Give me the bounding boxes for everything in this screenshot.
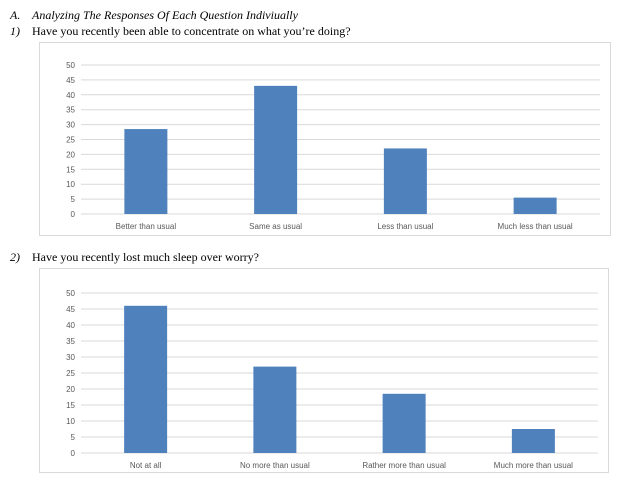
chart-2-y-tick-label: 10 <box>66 417 75 426</box>
chart-1-bar-3 <box>383 148 427 214</box>
chart-1-container: 0 5 10 15 20 25 30 35 40 45 50 Better than usual Sam… <box>39 42 611 236</box>
chart-1-y-tick-label: 40 <box>66 91 75 100</box>
chart-1-bar-1 <box>124 129 168 214</box>
chart-2-bar-4 <box>511 429 555 453</box>
chart-1-y-tick-label: 10 <box>66 180 75 189</box>
section-title: Analyzing The Responses Of Each Question… <box>32 8 298 22</box>
chart-2-x-tick-label: Not at all <box>130 461 162 470</box>
question-2-text: Have you recently lost much sleep over w… <box>32 250 259 264</box>
chart-1-bar-4 <box>513 197 557 214</box>
chart-2-bar-2 <box>253 366 297 453</box>
chart-1-bar-2 <box>254 85 298 214</box>
chart-1-y-tick-label: 15 <box>66 165 75 174</box>
chart-2-y-tick-label: 5 <box>71 433 76 442</box>
chart-1-y-tick-label: 20 <box>66 150 75 159</box>
chart-2-y-tick-label: 45 <box>66 305 75 314</box>
question-2: 2) Have you recently lost much sleep over… <box>10 250 259 265</box>
section-heading: A. Analyzing The Responses Of Each Questi… <box>10 8 298 23</box>
chart-1-x-tick-label: Better than usual <box>116 222 177 231</box>
chart-2-bar-3 <box>382 393 426 453</box>
chart-2-x-tick-label: No more than usual <box>240 461 310 470</box>
chart-1-y-tick-label: 30 <box>66 121 75 130</box>
chart-1: 0 5 10 15 20 25 30 35 40 45 50 Better than usual Sam… <box>66 61 600 231</box>
chart-2-x-tick-label: Rather more than usual <box>362 461 446 470</box>
question-1: 1) Have you recently been able to concent… <box>10 24 351 39</box>
chart-1-x-tick-label: Less than usual <box>377 222 433 231</box>
chart-2-y-tick-label: 30 <box>66 353 75 362</box>
chart-1-y-tick-label: 45 <box>66 76 75 85</box>
chart-1-y-tick-label: 0 <box>71 210 76 219</box>
chart-1-y-tick-label: 5 <box>71 195 76 204</box>
chart-1-y-tick-label: 35 <box>66 106 75 115</box>
chart-2-bar-1 <box>124 305 168 453</box>
chart-1-x-tick-label: Much less than usual <box>498 222 573 231</box>
section-marker: A. <box>10 8 21 22</box>
chart-2-y-tick-label: 15 <box>66 401 75 410</box>
chart-2-y-tick-label: 0 <box>71 449 76 458</box>
question-2-marker: 2) <box>10 250 20 264</box>
chart-1-y-tick-label: 25 <box>66 136 75 145</box>
chart-2-y-tick-label: 20 <box>66 385 75 394</box>
chart-2-y-tick-label: 40 <box>66 321 75 330</box>
chart-1-x-tick-label: Same as usual <box>249 222 302 231</box>
chart-2-x-tick-label: Much more than usual <box>494 461 573 470</box>
chart-2-y-tick-label: 35 <box>66 337 75 346</box>
chart-2-y-tick-label: 25 <box>66 369 75 378</box>
question-1-marker: 1) <box>10 24 20 38</box>
chart-1-y-tick-label: 50 <box>66 61 75 70</box>
chart-2-y-tick-label: 50 <box>66 289 75 298</box>
chart-2-container: 0 5 10 15 20 25 30 35 40 45 50 Not at all No more th… <box>39 268 609 473</box>
question-1-text: Have you recently been able to concentra… <box>32 24 351 38</box>
chart-2: 0 5 10 15 20 25 30 35 40 45 50 Not at all No more th… <box>66 289 598 470</box>
